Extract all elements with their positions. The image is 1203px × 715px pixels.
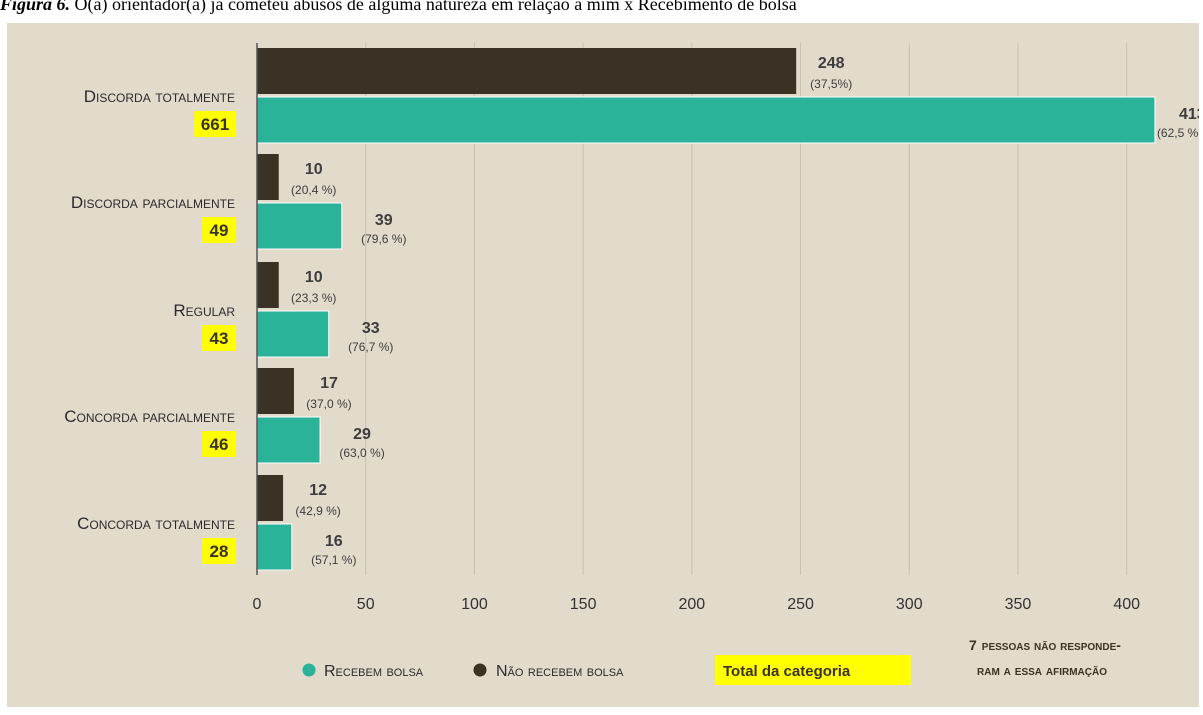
category-label: Discorda parcialmente (71, 193, 235, 212)
category-total-value: 49 (210, 221, 229, 240)
data-label-recebem: 39 (375, 212, 393, 229)
bar-nao-recebem (257, 154, 279, 200)
category-labels: 248 (37,5%) 413 (62,5 % Discorda totalmente 6… (64, 55, 1199, 567)
category-total-box (202, 538, 236, 564)
percent-label-nao-recebem: (37,5%) (810, 77, 852, 91)
bars (256, 48, 1156, 571)
x-tick-label: 250 (787, 596, 814, 613)
bar-nao-recebem (257, 48, 797, 94)
percent-label-recebem: (57,1 %) (311, 553, 356, 567)
data-label-recebem: 33 (362, 320, 380, 337)
figure-label: Figura 6. (0, 0, 71, 14)
percent-label-nao-recebem: (20,4 %) (291, 183, 336, 197)
non-response-note: 7 pessoas não responde- ram a essa afirma… (969, 637, 1121, 678)
bar-nao-recebem (257, 475, 284, 521)
category-total-box (202, 431, 236, 457)
x-tick-label: 300 (896, 596, 923, 613)
data-label-nao-recebem: 10 (305, 269, 323, 286)
legend-recebem-marker (302, 663, 316, 677)
data-label-recebem: 29 (353, 426, 371, 443)
data-label-nao-recebem: 248 (818, 55, 845, 72)
x-tick-label: 400 (1113, 596, 1140, 613)
figure-caption: O(a) orientador(a) já cometeu abusos de … (74, 0, 797, 14)
category-label: Concorda parcialmente (64, 407, 235, 426)
data-label-nao-recebem: 12 (309, 482, 327, 499)
note-line-1: 7 pessoas não responde- (969, 637, 1121, 653)
data-label-recebem: 16 (325, 533, 343, 550)
data-label-recebem: 413 (1179, 106, 1199, 123)
legend-total-box (715, 655, 911, 685)
percent-label-recebem: (76,7 %) (348, 340, 393, 354)
note-text-1: pessoas não responde- (982, 637, 1121, 653)
bar-chart: 248 (37,5%) 413 (62,5 % Discorda totalmente 6… (64, 43, 1199, 685)
legend-nao-recebem-marker (473, 663, 487, 677)
category-label: Discorda totalmente (84, 87, 235, 106)
category-total-box (202, 325, 236, 351)
x-tick-label: 150 (570, 596, 597, 613)
bar-recebem (256, 96, 1156, 144)
category-label: Regular (173, 301, 235, 320)
legend-nao-recebem-label: Não recebem bolsa (496, 663, 624, 680)
percent-label-recebem: (63,0 %) (339, 446, 384, 460)
category-label: Concorda totalmente (77, 514, 235, 533)
category-total-box (194, 111, 236, 137)
data-label-nao-recebem: 10 (305, 161, 323, 178)
x-tick-label: 100 (461, 596, 488, 613)
note-count: 7 (969, 637, 977, 653)
legend: Recebem bolsa Não recebem bolsa Total da… (302, 655, 911, 685)
category-total-value: 46 (210, 435, 229, 454)
x-tick-label: 350 (1005, 596, 1032, 613)
legend-total-label: Total da categoria (723, 663, 851, 680)
category-total-value: 28 (210, 542, 229, 561)
percent-label-nao-recebem: (37,0 %) (306, 397, 351, 411)
bar-recebem (256, 416, 321, 464)
x-axis-ticks: 0 50 100 150 200 250 300 350 400 (253, 596, 1141, 613)
chart-panel: 248 (37,5%) 413 (62,5 % Discorda totalmente 6… (7, 23, 1199, 707)
percent-label-nao-recebem: (23,3 %) (291, 291, 336, 305)
figure-title: Figura 6. O(a) orientador(a) já cometeu … (0, 0, 1203, 16)
x-tick-label: 200 (678, 596, 705, 613)
category-total-value: 43 (210, 329, 229, 348)
bar-recebem (256, 310, 330, 358)
bar-nao-recebem (257, 368, 294, 414)
bar-recebem (256, 523, 293, 571)
bar-recebem (256, 202, 343, 250)
legend-recebem-label: Recebem bolsa (324, 663, 424, 680)
category-total-box (202, 217, 236, 243)
percent-label-recebem: (62,5 % (1157, 126, 1199, 140)
category-total-value: 661 (201, 115, 229, 134)
percent-label-recebem: (79,6 %) (361, 232, 406, 246)
data-label-nao-recebem: 17 (320, 375, 338, 392)
x-tick-label: 0 (253, 596, 262, 613)
note-line-2: ram a essa afirmação (977, 662, 1107, 678)
bar-nao-recebem (257, 262, 279, 308)
percent-label-nao-recebem: (42,9 %) (295, 504, 340, 518)
x-tick-label: 50 (357, 596, 375, 613)
